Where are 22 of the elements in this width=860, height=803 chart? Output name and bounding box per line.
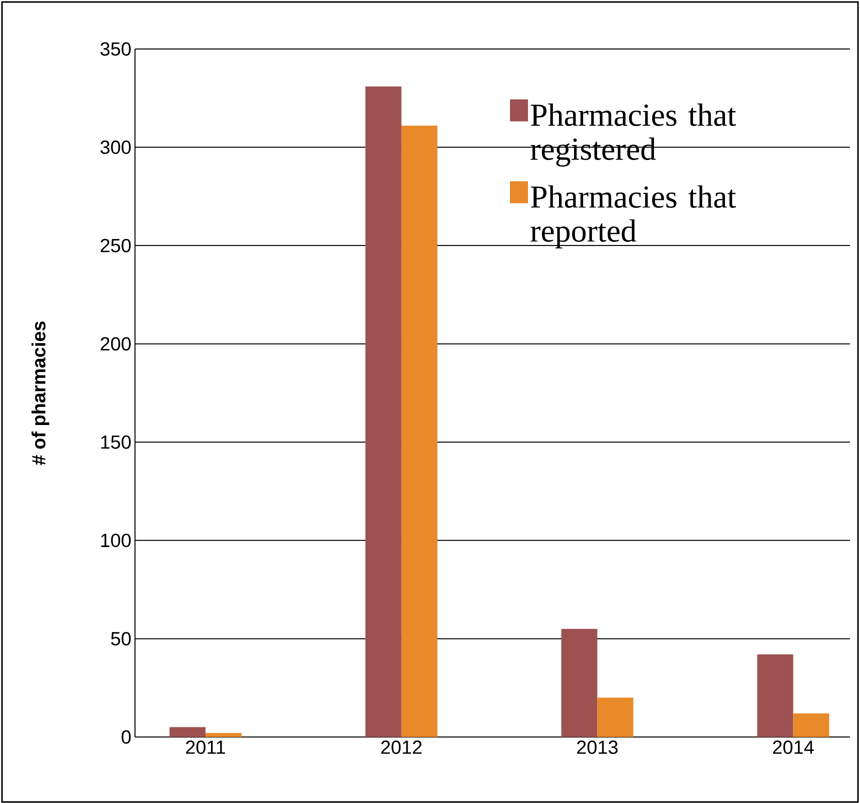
y-tick-label: 200 <box>100 337 131 351</box>
legend-label: Pharmacies that reported <box>530 185 736 248</box>
y-tick-label: 350 <box>100 42 131 56</box>
bar <box>793 713 830 737</box>
bar <box>170 727 206 737</box>
bar <box>365 86 402 737</box>
y-tick-label: 50 <box>111 632 131 646</box>
x-tick-label: 2012 <box>381 740 422 754</box>
bar <box>206 733 242 737</box>
y-tick-label: 250 <box>100 238 131 252</box>
y-tick-label: 100 <box>101 534 131 548</box>
x-tick-label: 2014 <box>773 740 814 754</box>
x-tick-label: 2011 <box>186 740 226 754</box>
y-tick-label: 300 <box>100 140 131 154</box>
y-tick-label: 150 <box>101 435 131 449</box>
bar <box>597 698 634 737</box>
y-axis-title: # of pharmacies <box>32 321 50 465</box>
bar <box>757 654 794 737</box>
bar <box>561 628 598 737</box>
bar <box>401 126 438 737</box>
x-tick-label: 2013 <box>577 740 618 754</box>
y-tick-label: 0 <box>122 730 131 744</box>
